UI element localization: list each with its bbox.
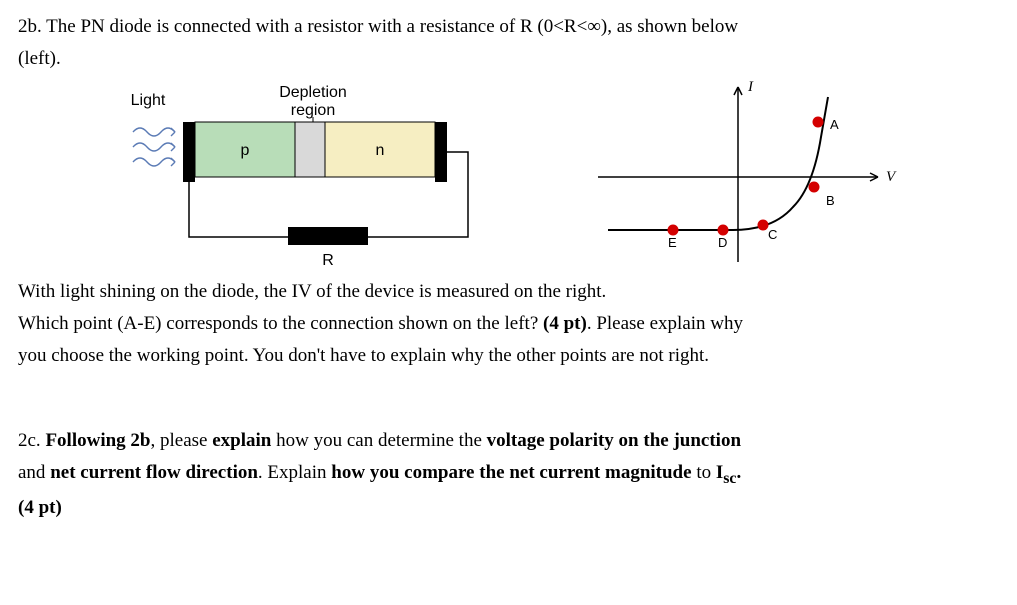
q2b-after-2: Which point (A-E) corresponds to the con… [18, 311, 999, 337]
figure-row: Light p Depletion region n R I V A [18, 77, 999, 277]
iv-point-B [809, 182, 820, 193]
p-label: p [241, 142, 250, 159]
q2c-2h: . [736, 462, 741, 483]
iv-point-C [758, 220, 769, 231]
iv-point-D [718, 225, 729, 236]
iv-point-label-A: A [830, 117, 839, 132]
q2c-1f: voltage polarity on the junction [487, 430, 741, 451]
iv-curve: I V A B C D E [578, 77, 908, 277]
iv-point-E [668, 225, 679, 236]
q2c-2c: . Explain [258, 462, 331, 483]
iv-point-A [813, 117, 824, 128]
q2b-after-3: you choose the working point. You don't … [18, 343, 999, 369]
q2b-after-2a: Which point (A-E) corresponds to the con… [18, 313, 543, 334]
q2b-after-1: With light shining on the diode, the IV … [18, 279, 999, 305]
q2b-prompt: 2b. The PN diode is connected with a res… [18, 14, 999, 40]
iv-point-label-D: D [718, 235, 727, 250]
n-label: n [376, 142, 385, 159]
q2b-text-1: 2b. The PN diode is connected with a res… [18, 16, 587, 37]
q2c-2g: sc [723, 470, 736, 487]
q2c-line1: 2c. Following 2b, please explain how you… [18, 428, 999, 454]
q2c-2d: how you compare the net current magnitud… [331, 462, 691, 483]
q2c-2b: net current flow direction [50, 462, 258, 483]
depletion-label-1: Depletion [279, 84, 347, 101]
q2c-1d: explain [212, 430, 271, 451]
v-axis-label: V [886, 169, 897, 185]
q2c-line2: and net current flow direction. Explain … [18, 460, 999, 489]
light-waves-icon [133, 128, 175, 166]
q2b-text-2: ), as shown below [601, 16, 738, 37]
iv-curve-path [608, 97, 828, 230]
q2b-inf: ∞ [587, 16, 601, 37]
light-label: Light [131, 92, 166, 109]
q2c-2a: and [18, 462, 50, 483]
q2c-2e: to [692, 462, 716, 483]
wire-left [189, 182, 288, 237]
depletion-region [295, 122, 325, 177]
iv-point-label-B: B [826, 193, 835, 208]
depletion-label-2: region [291, 102, 335, 119]
i-axis-label: I [747, 79, 754, 95]
circuit-diagram: Light p Depletion region n R [18, 77, 578, 277]
q2c-1c: , please [151, 430, 213, 451]
q2c-1a: 2c. [18, 430, 45, 451]
q2c-1e: how you can determine the [271, 430, 486, 451]
iv-point-label-E: E [668, 235, 677, 250]
q2b-prompt-line2: (left). [18, 46, 999, 72]
q2b-after-2c: . Please explain why [587, 313, 743, 334]
resistor-label: R [322, 252, 334, 269]
left-contact [183, 122, 195, 182]
q2c-line3: (4 pt) [18, 495, 999, 521]
q2c-1b: Following 2b [45, 430, 150, 451]
iv-point-label-C: C [768, 227, 777, 242]
q2b-after-2b: (4 pt) [543, 313, 587, 334]
spacer [18, 374, 999, 428]
right-contact [435, 122, 447, 182]
resistor [288, 227, 368, 245]
